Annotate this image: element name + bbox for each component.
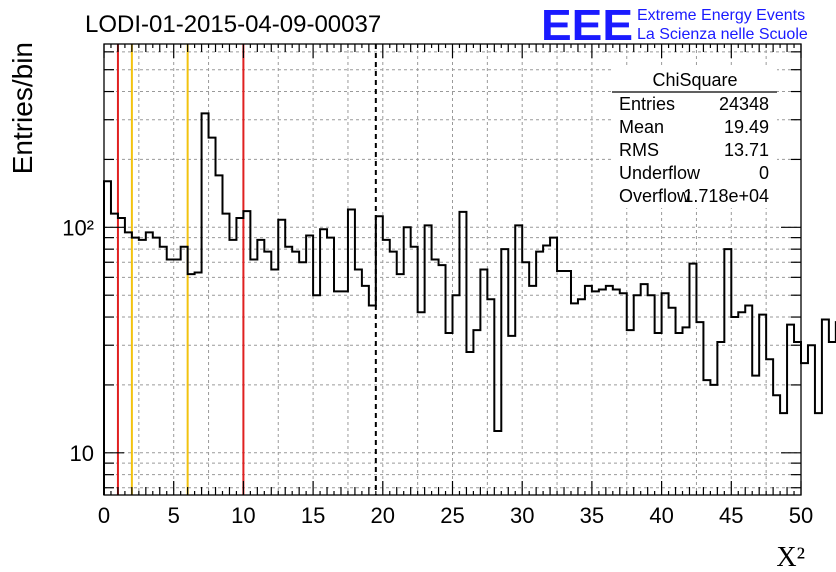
stats-box: ChiSquare Entries 24348 Mean 19.49 RMS 13.71 U… — [612, 68, 777, 208]
stats-row-label: Mean — [619, 117, 664, 137]
x-axis-ticks: 0 5 10 15 20 25 30 35 40 45 50 — [98, 44, 813, 528]
y-axis-label: Entries/bin — [7, 42, 38, 174]
stats-row-label: Underflow — [619, 163, 701, 183]
chart-title: LODI-01-2015-04-09-00037 — [85, 11, 381, 38]
x-tick-label: 20 — [371, 503, 395, 528]
stats-row-value: 24348 — [719, 94, 769, 114]
x-tick-label: 25 — [440, 503, 464, 528]
stats-row-value: 19.49 — [724, 117, 769, 137]
stats-box-background — [612, 68, 777, 208]
x-tick-label: 30 — [510, 503, 534, 528]
x-tick-label: 15 — [301, 503, 325, 528]
stats-row-label: Entries — [619, 94, 675, 114]
x-tick-label: 35 — [580, 503, 604, 528]
stats-row-label: RMS — [619, 140, 659, 160]
x-tick-label: 10 — [231, 503, 255, 528]
eee-logo-mark: EEE — [541, 1, 633, 50]
markers — [116, 44, 377, 495]
x-axis-label: X² — [776, 542, 805, 572]
stats-row-value: 0 — [759, 163, 769, 183]
y-tick-label: 10² — [62, 215, 94, 240]
x-tick-label: 50 — [789, 503, 813, 528]
histogram-series — [103, 112, 836, 495]
stats-title: ChiSquare — [652, 70, 737, 90]
x-tick-label: 5 — [168, 503, 180, 528]
y-tick-label: 10 — [70, 441, 94, 466]
stats-row-label: Overflow — [619, 186, 691, 206]
x-tick-label: 0 — [98, 503, 110, 528]
eee-logo-line1: Extreme Energy Events — [637, 7, 805, 24]
x-tick-label: 45 — [719, 503, 743, 528]
stats-row-value: 1.718e+04 — [683, 186, 769, 206]
stats-row-value: 13.71 — [724, 140, 769, 160]
eee-logo: EEE Extreme Energy Events La Scienza nel… — [541, 1, 808, 50]
eee-logo-line2: La Scienza nelle Scuole — [637, 26, 808, 43]
y-axis-ticks: 10 10² — [62, 51, 801, 489]
x-tick-label: 40 — [649, 503, 673, 528]
